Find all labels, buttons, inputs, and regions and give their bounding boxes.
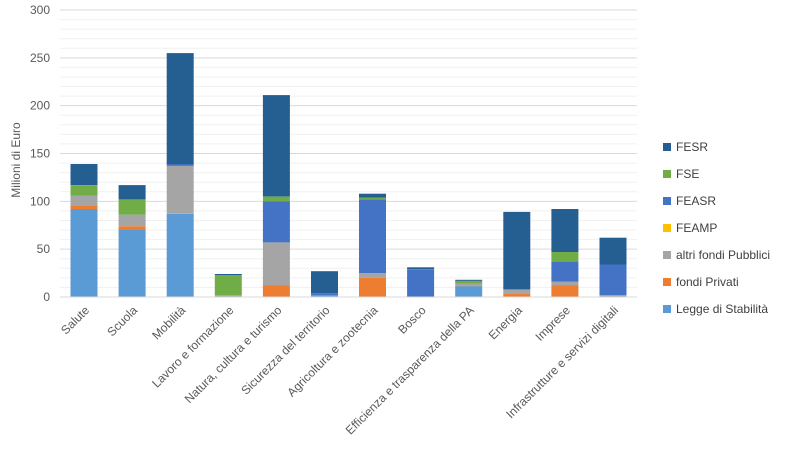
x-tick-label: Bosco: [395, 303, 429, 337]
legend-swatch: [663, 251, 671, 259]
y-tick-label: 50: [37, 242, 51, 256]
y-axis-ticks: 0 50 100 150 200 250 300: [30, 3, 50, 304]
bar-segment: [214, 295, 242, 297]
bar-segment: [551, 281, 579, 286]
y-tick-label: 300: [30, 3, 50, 17]
bar-segment: [166, 213, 194, 297]
bar-segment: [551, 252, 579, 262]
bar-segment: [359, 197, 386, 200]
bar-segment: [70, 185, 98, 196]
bars: [70, 53, 627, 297]
bar-segment: [455, 286, 483, 297]
bar-segment: [214, 274, 242, 275]
bar-segment: [551, 261, 579, 282]
bar-segment: [359, 273, 386, 278]
legend-label: altri fondi Pubblici: [676, 248, 770, 262]
gridlines: [60, 9, 637, 288]
bar-segment: [118, 226, 146, 230]
bar-segment: [599, 264, 627, 296]
legend-swatch: [663, 143, 671, 151]
bar-segment: [118, 185, 146, 200]
legend-swatch: [663, 170, 671, 178]
bar-segment: [311, 295, 338, 297]
bar-segment: [166, 165, 194, 214]
bar-segment: [455, 283, 483, 287]
legend-label: FEAMP: [676, 221, 717, 235]
bar-segment: [70, 195, 98, 206]
x-tick-label: Natura, cultura e turismo: [182, 303, 285, 406]
x-tick-label: Mobilità: [149, 303, 188, 342]
x-tick-label: Salute: [58, 303, 92, 337]
x-tick-label: Scuola: [104, 303, 140, 339]
legend-label: FEASR: [676, 194, 716, 208]
legend-swatch: [663, 224, 671, 232]
legend-swatch: [663, 305, 671, 313]
bar-segment: [359, 277, 386, 297]
bar-segment: [503, 211, 531, 290]
x-tick-label: Sicurezza del territorio: [238, 303, 333, 398]
y-tick-label: 200: [30, 99, 50, 113]
bar-segment: [407, 267, 435, 270]
bar-segment: [70, 164, 98, 185]
bar-segment: [262, 95, 290, 197]
bar-segment: [503, 293, 531, 297]
bar-segment: [311, 293, 338, 296]
bar-segment: [359, 199, 386, 274]
bar-segment: [262, 285, 290, 297]
y-tick-label: 150: [30, 147, 50, 161]
bar-segment: [262, 196, 290, 202]
bar-segment: [599, 237, 627, 265]
bar-segment: [359, 193, 386, 198]
bar-segment: [214, 275, 242, 296]
bar-segment: [503, 289, 531, 294]
y-tick-label: 0: [43, 290, 50, 304]
bar-segment: [262, 201, 290, 243]
bar-segment: [70, 205, 98, 209]
bar-segment: [599, 295, 627, 297]
legend: FESR FSE FEASR FEAMP altri fondi Pubblici fon…: [663, 140, 770, 316]
y-tick-label: 100: [30, 194, 50, 208]
y-tick-label: 250: [30, 51, 50, 65]
legend-label: fondi Privati: [676, 275, 739, 289]
bar-segment: [551, 209, 579, 252]
bar-segment: [166, 53, 194, 165]
legend-label: FSE: [676, 167, 699, 181]
x-tick-label: Imprese: [532, 303, 573, 344]
bar-segment: [262, 242, 290, 286]
bar-segment: [455, 280, 483, 284]
bar-segment: [551, 285, 579, 297]
bar-segment: [118, 229, 146, 297]
legend-swatch: [663, 278, 671, 286]
bar-segment: [455, 279, 483, 281]
x-tick-label: Agricoltura e zootecnia: [284, 303, 380, 399]
bar-segment: [70, 209, 98, 297]
bar-segment: [166, 164, 194, 166]
y-axis-label: Milioni di Euro: [9, 122, 23, 198]
bar-segment: [407, 269, 435, 297]
bar-segment: [118, 214, 146, 227]
legend-swatch: [663, 197, 671, 205]
x-tick-label: Lavoro e formazione: [149, 303, 236, 390]
legend-label: Legge di Stabilità: [676, 302, 768, 316]
bar-segment: [311, 271, 338, 294]
bar-segment: [118, 199, 146, 215]
x-tick-label: Energia: [486, 303, 525, 342]
legend-label: FESR: [676, 140, 708, 154]
